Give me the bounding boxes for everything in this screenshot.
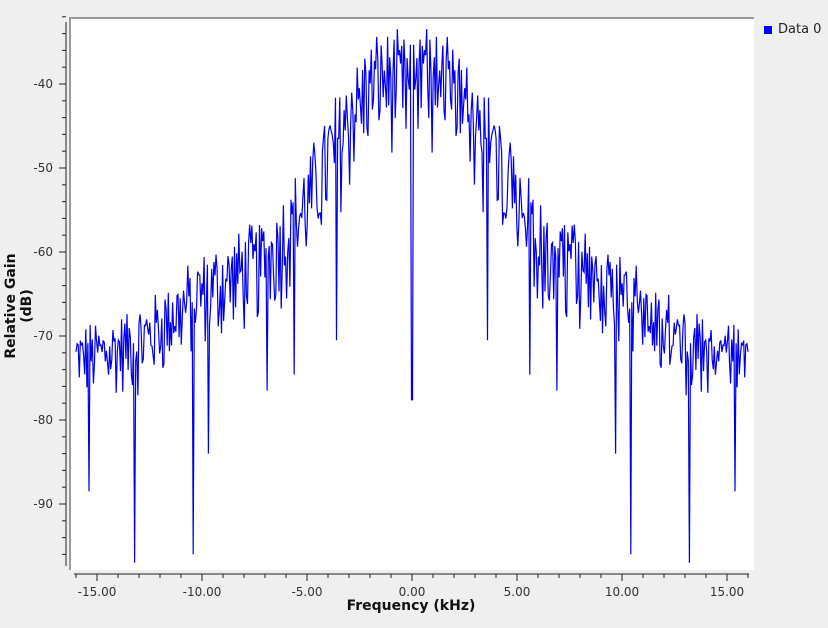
- x-tick-label: -5.00: [291, 585, 322, 599]
- x-tick-label: -15.00: [78, 585, 117, 599]
- data-0-line: [75, 29, 749, 563]
- legend-swatch-data-0: [764, 25, 772, 34]
- y-tick-label: -80: [33, 413, 53, 427]
- y-tick-label: -50: [33, 161, 53, 175]
- y-tick-label: -70: [33, 329, 53, 343]
- y-tick-label: -90: [33, 497, 53, 511]
- y-tick-label: -60: [33, 245, 53, 259]
- x-axis-ticks: -15.00 -10.00 -5.00 0.00 5.00 10.00 15.00: [75, 574, 749, 599]
- legend[interactable]: Data 0: [764, 22, 821, 37]
- y-axis-ticks: -40 -50 -60 -70 -80 -90: [33, 16, 66, 555]
- x-tick-label: -10.00: [183, 585, 222, 599]
- legend-label-data-0: Data 0: [778, 22, 822, 37]
- x-tick-label: 10.00: [605, 585, 639, 599]
- x-tick-label: 0.00: [399, 585, 426, 599]
- x-tick-label: 5.00: [504, 585, 531, 599]
- x-tick-label: 15.00: [710, 585, 744, 599]
- y-axis-label: Relative Gain (dB): [3, 253, 35, 359]
- plot-area: [70, 18, 754, 570]
- x-axis-label: Frequency (kHz): [346, 598, 476, 614]
- y-tick-label: -40: [33, 77, 53, 91]
